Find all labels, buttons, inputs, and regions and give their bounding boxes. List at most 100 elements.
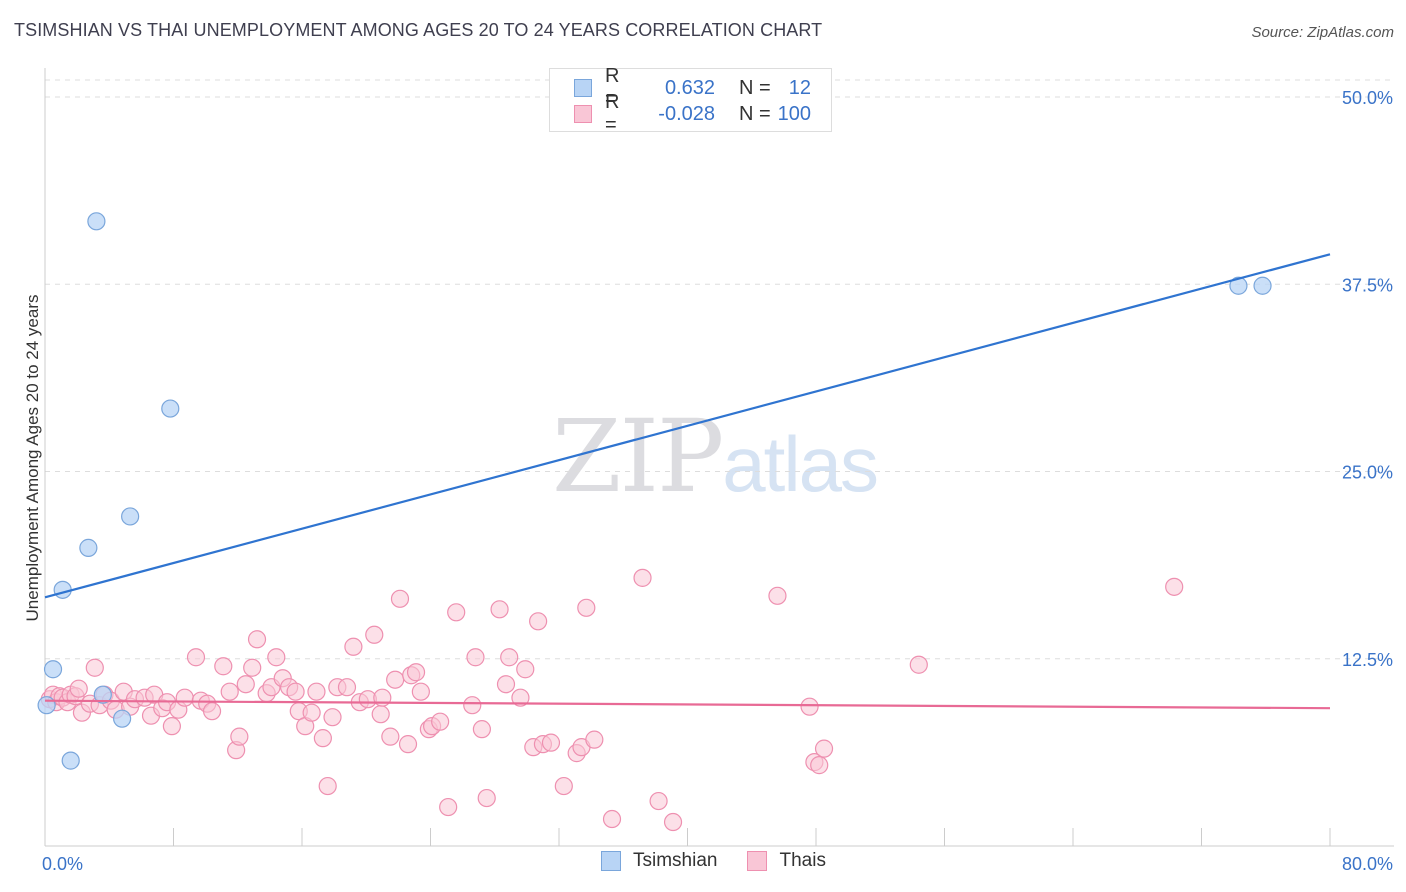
thai-point — [390, 589, 410, 608]
thai-point — [337, 678, 357, 697]
thai-point — [267, 648, 286, 667]
n-label: N = — [739, 76, 771, 99]
tsimshian-trend-line — [44, 253, 1331, 599]
thai-point — [541, 733, 561, 752]
tsimshian-point — [1253, 276, 1272, 295]
thai-point — [577, 598, 596, 617]
thai-point — [663, 812, 683, 832]
source-label: Source: ZipAtlas.com — [1251, 24, 1394, 41]
trend-lines — [44, 253, 1331, 710]
thai-point — [431, 712, 450, 731]
thai-point — [214, 657, 233, 676]
thai-point — [175, 688, 194, 707]
thais-swatch — [747, 851, 768, 871]
thai-point — [447, 603, 466, 622]
r-label: R = — [605, 65, 620, 110]
tsimshian-point — [61, 751, 80, 770]
watermark-zip: ZIP — [552, 398, 724, 515]
r-label: R = — [605, 91, 620, 136]
thai-point — [466, 648, 485, 667]
tsimshian-point — [53, 580, 72, 599]
thai-point — [500, 648, 519, 667]
n-value: 100 — [777, 102, 811, 125]
thai-point — [365, 625, 384, 644]
chart-title: TSIMSHIAN VS THAI UNEMPLOYMENT AMONG AGE… — [14, 20, 823, 40]
legend-row-tsimshian: R = 0.632 N = 12 — [574, 65, 811, 110]
thai-points — [40, 568, 1184, 832]
tsimshian-point — [79, 538, 98, 557]
thai-point — [302, 703, 321, 722]
thai-point — [236, 675, 255, 694]
thai-point — [909, 655, 928, 674]
tsimshian-point — [37, 696, 56, 715]
legend-label: Thais — [779, 850, 826, 871]
thai-point — [814, 739, 834, 758]
grid-lines — [45, 79, 1394, 660]
thai-point — [313, 729, 332, 748]
thai-point — [398, 735, 418, 754]
tsimshian-point — [1229, 276, 1248, 295]
thai-point — [810, 756, 829, 775]
y-tick-label: 25.0% — [1342, 463, 1393, 483]
tsimshian-swatch — [601, 851, 621, 871]
thai-point — [439, 797, 458, 817]
thai-point — [323, 708, 342, 727]
tsimshian-point — [43, 660, 63, 679]
thai-point — [286, 682, 305, 701]
thai-point — [1165, 577, 1184, 596]
watermark-atlas: atlas — [722, 420, 879, 508]
thai-point — [85, 658, 104, 677]
thai-point — [371, 705, 390, 724]
thai-point — [202, 702, 222, 721]
thai-point — [554, 776, 573, 796]
tsimshian-point — [112, 709, 132, 728]
thai-point — [162, 717, 181, 736]
x-tick-label: 0.0% — [42, 854, 83, 874]
y-tick-label: 37.5% — [1342, 275, 1393, 295]
thai-point — [490, 600, 509, 619]
thai-point — [186, 648, 206, 667]
correlation-legend: R = 0.632 N = 12 R = -0.028 N = 100 — [549, 65, 832, 136]
axes — [44, 68, 1394, 847]
thai-point — [411, 682, 430, 701]
r-value: -0.028 — [658, 102, 715, 125]
thai-point — [243, 658, 262, 677]
thai-trend-line — [44, 699, 1331, 710]
tsimshian-swatch — [574, 79, 592, 97]
thai-point — [307, 682, 326, 701]
thai-point — [768, 586, 787, 605]
thai-point — [230, 727, 249, 746]
thai-point — [649, 791, 668, 811]
thai-point — [463, 696, 482, 715]
x-tick-label: 80.0% — [1342, 854, 1393, 874]
x-tick-labels: 0.0% 80.0% — [42, 854, 1393, 874]
thai-point — [344, 637, 363, 656]
thai-point — [633, 568, 652, 587]
legend-label: Tsimshian — [633, 850, 718, 871]
n-label: N = — [739, 102, 771, 125]
thai-point — [529, 612, 548, 631]
thai-point — [406, 663, 426, 682]
thais-swatch — [574, 105, 592, 123]
thai-point — [318, 776, 337, 796]
thai-point — [472, 720, 491, 739]
watermark: ZIPatlas — [552, 398, 879, 515]
y-tick-labels: 12.5% 25.0% 37.5% 50.0% — [1342, 88, 1393, 670]
thai-point — [247, 630, 267, 649]
thai-point — [69, 679, 88, 698]
tsimshian-point — [87, 212, 106, 231]
thai-point — [381, 727, 400, 746]
thai-point — [477, 788, 496, 808]
thai-point — [496, 675, 516, 694]
thai-point — [220, 682, 239, 701]
thai-point — [386, 670, 405, 689]
y-axis-label: Unemployment Among Ages 20 to 24 years — [23, 295, 42, 622]
n-value: 12 — [788, 76, 811, 99]
legend-row-thais: R = -0.028 N = 100 — [574, 91, 811, 136]
thai-point — [511, 688, 530, 707]
series-legend: Tsimshian Thais — [601, 850, 856, 872]
tsimshian-point — [161, 399, 180, 418]
thai-point — [602, 809, 622, 829]
thai-point — [800, 697, 819, 716]
